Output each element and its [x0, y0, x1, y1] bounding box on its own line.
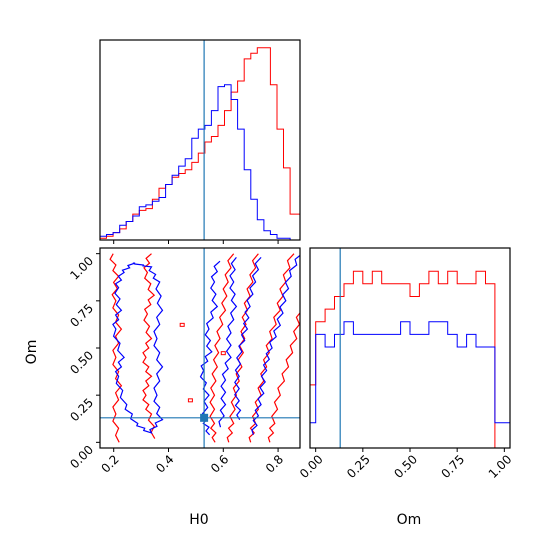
tick-label-om-y-4: 1.00 [67, 254, 96, 283]
contour-red-4 [248, 253, 295, 443]
tick-label-om-x-3: 0.75 [438, 452, 467, 481]
contour-red-island-1 [187, 398, 193, 403]
tick-label-om-x-2: 0.50 [391, 452, 420, 481]
panel-frame-top [99, 39, 301, 241]
x-axis-label-h0: H0 [189, 512, 208, 528]
hist-h0-red-series [100, 47, 300, 239]
tick-label-om-y-3: 0.75 [67, 301, 96, 330]
hist-om-blue-series [310, 321, 510, 424]
contour-blue-3 [251, 254, 300, 435]
tick-label-om-y-2: 0.50 [67, 348, 96, 377]
tick-label-h0-1: 0.4 [153, 452, 176, 475]
panel-h0-histogram [99, 39, 301, 244]
contour-red-island-0 [179, 322, 185, 327]
panel-h0-om-contours: 0.2 0.4 0.6 0.8 0.00 0.25 0.50 0.75 1.00 [67, 247, 301, 476]
x-axis-label-om: Om [397, 512, 422, 528]
contour-red-1 [109, 253, 123, 443]
contour-blue-0 [199, 260, 221, 436]
tick-label-h0-3: 0.8 [263, 452, 286, 475]
contour-red-3 [226, 253, 259, 443]
truth-marker [200, 413, 209, 422]
contour-blue-2 [234, 256, 262, 421]
hist-h0-blue-series [100, 84, 300, 241]
panel-om-histogram: 0.00 0.25 0.50 0.75 1.00 [297, 247, 515, 481]
contour-red-0 [142, 253, 156, 439]
tick-label-om-y-0: 0.00 [67, 443, 96, 472]
contour-red-island-2 [220, 351, 226, 356]
tick-label-om-x-1: 0.25 [344, 452, 373, 481]
tick-label-om-x-0: 0.00 [297, 452, 326, 481]
hist-om-red-series [310, 270, 510, 449]
contour-red-2 [209, 253, 235, 443]
tick-label-om-x-4: 1.00 [486, 452, 515, 481]
joint-contour-group [100, 248, 300, 448]
y-axis-label-om: Om [24, 340, 40, 365]
tick-label-h0-2: 0.6 [208, 452, 231, 475]
tick-label-om-y-1: 0.25 [67, 395, 96, 424]
tick-label-h0-0: 0.2 [98, 452, 121, 475]
contour-blue-closed-0 [112, 262, 164, 434]
contour-blue-1 [218, 257, 238, 428]
contour-red-5 [267, 312, 300, 443]
